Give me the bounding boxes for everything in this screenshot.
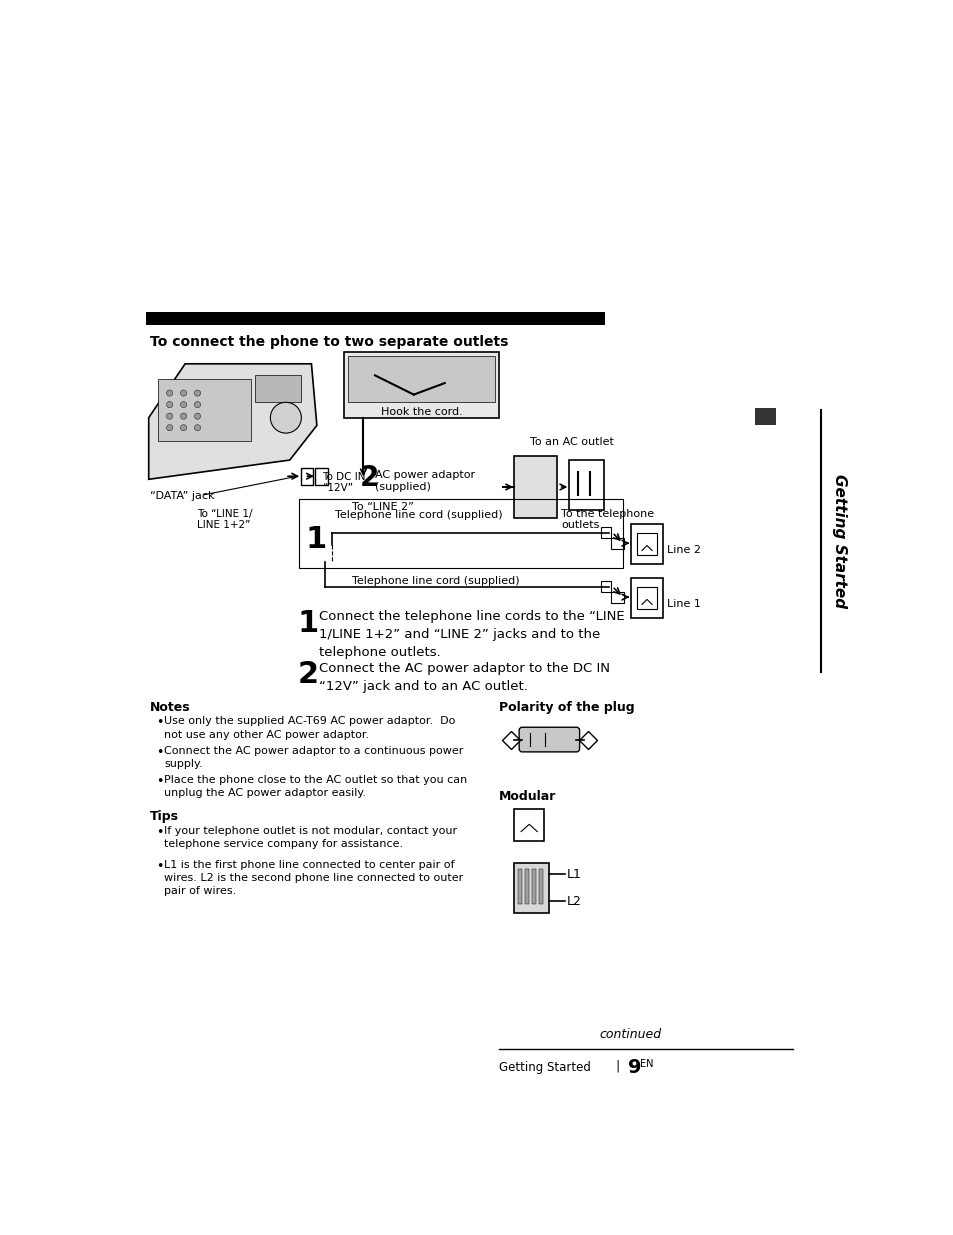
- Bar: [637, 534, 657, 555]
- Text: •: •: [156, 860, 164, 873]
- Text: 1: 1: [305, 526, 326, 555]
- Text: 9: 9: [627, 1057, 640, 1077]
- Bar: [611, 537, 623, 548]
- Bar: [517, 869, 521, 904]
- Text: Line 1: Line 1: [666, 599, 700, 609]
- Circle shape: [180, 412, 187, 419]
- Circle shape: [167, 425, 172, 431]
- Bar: [630, 524, 662, 564]
- Text: If your telephone outlet is not modular, contact your
telephone service company : If your telephone outlet is not modular,…: [164, 826, 456, 848]
- Circle shape: [180, 425, 187, 431]
- Bar: [514, 456, 557, 517]
- Bar: [298, 499, 622, 568]
- Text: Polarity of the plug: Polarity of the plug: [498, 701, 634, 714]
- Text: L2: L2: [566, 895, 580, 908]
- Text: L1: L1: [566, 868, 580, 881]
- Text: To an AC outlet: To an AC outlet: [530, 437, 613, 447]
- Circle shape: [167, 401, 172, 408]
- Text: Tips: Tips: [150, 810, 179, 824]
- Text: To “LINE 2”: To “LINE 2”: [352, 503, 414, 513]
- Bar: [514, 863, 549, 913]
- Text: Telephone line cord (supplied): Telephone line cord (supplied): [335, 510, 502, 520]
- Text: Connect the AC power adaptor to the DC IN
“12V” jack and to an AC outlet.: Connect the AC power adaptor to the DC I…: [319, 662, 610, 693]
- Text: Use only the supplied AC-T69 AC power adaptor.  Do
not use any other AC power ad: Use only the supplied AC-T69 AC power ad…: [164, 716, 456, 740]
- Bar: [600, 580, 610, 592]
- Text: Getting Started: Getting Started: [832, 474, 846, 608]
- Text: Notes: Notes: [150, 701, 191, 714]
- Text: Hook the cord.: Hook the cord.: [380, 406, 462, 416]
- Circle shape: [167, 390, 172, 396]
- Text: •: •: [156, 716, 164, 730]
- Bar: [254, 375, 301, 403]
- Circle shape: [180, 390, 187, 396]
- Text: Place the phone close to the AC outlet so that you can
unplug the AC power adapt: Place the phone close to the AC outlet s…: [164, 776, 467, 798]
- Bar: [525, 869, 529, 904]
- Polygon shape: [149, 364, 316, 479]
- Text: 1: 1: [297, 609, 318, 637]
- Text: Line 2: Line 2: [666, 545, 700, 556]
- Bar: [146, 312, 604, 325]
- Text: L1 is the first phone line connected to center pair of
wires. L2 is the second p: L1 is the first phone line connected to …: [164, 860, 463, 897]
- Bar: [315, 468, 328, 484]
- Text: Modular: Modular: [498, 789, 556, 803]
- Text: To DC IN
“12V”: To DC IN “12V”: [322, 472, 365, 493]
- Text: To “LINE 1/
LINE 1+2”: To “LINE 1/ LINE 1+2”: [196, 509, 252, 530]
- Text: 2: 2: [359, 464, 378, 492]
- Circle shape: [194, 390, 200, 396]
- Circle shape: [194, 412, 200, 419]
- Text: 2: 2: [297, 661, 318, 689]
- Circle shape: [167, 412, 172, 419]
- FancyBboxPatch shape: [518, 727, 579, 752]
- Text: |: |: [615, 1060, 618, 1072]
- Text: Getting Started: Getting Started: [498, 1061, 598, 1073]
- Bar: [568, 461, 603, 510]
- Bar: [538, 869, 542, 904]
- Text: Connect the telephone line cords to the “LINE
1/LINE 1+2” and “LINE 2” jacks and: Connect the telephone line cords to the …: [319, 610, 624, 659]
- Text: To the telephone
outlets: To the telephone outlets: [560, 509, 654, 530]
- Circle shape: [194, 401, 200, 408]
- Text: •: •: [156, 776, 164, 788]
- Bar: [600, 527, 610, 537]
- Text: •: •: [156, 826, 164, 839]
- Bar: [514, 809, 543, 841]
- Bar: [611, 592, 623, 603]
- Text: “DATA” jack: “DATA” jack: [150, 490, 214, 501]
- Circle shape: [270, 403, 301, 433]
- Text: •: •: [156, 746, 164, 758]
- Text: continued: continued: [599, 1029, 661, 1041]
- Bar: [348, 356, 495, 403]
- Bar: [532, 869, 536, 904]
- Bar: [754, 409, 776, 425]
- Text: Connect the AC power adaptor to a continuous power
supply.: Connect the AC power adaptor to a contin…: [164, 746, 463, 769]
- Bar: [300, 468, 313, 484]
- Text: To connect the phone to two separate outlets: To connect the phone to two separate out…: [150, 336, 508, 350]
- Circle shape: [180, 401, 187, 408]
- Circle shape: [194, 425, 200, 431]
- Text: AC power adaptor
(supplied): AC power adaptor (supplied): [375, 471, 475, 492]
- Text: Telephone line cord (supplied): Telephone line cord (supplied): [352, 577, 518, 587]
- Bar: [630, 578, 662, 618]
- Bar: [344, 352, 498, 417]
- Bar: [637, 587, 657, 609]
- Bar: [158, 379, 251, 441]
- Text: EN: EN: [639, 1060, 653, 1070]
